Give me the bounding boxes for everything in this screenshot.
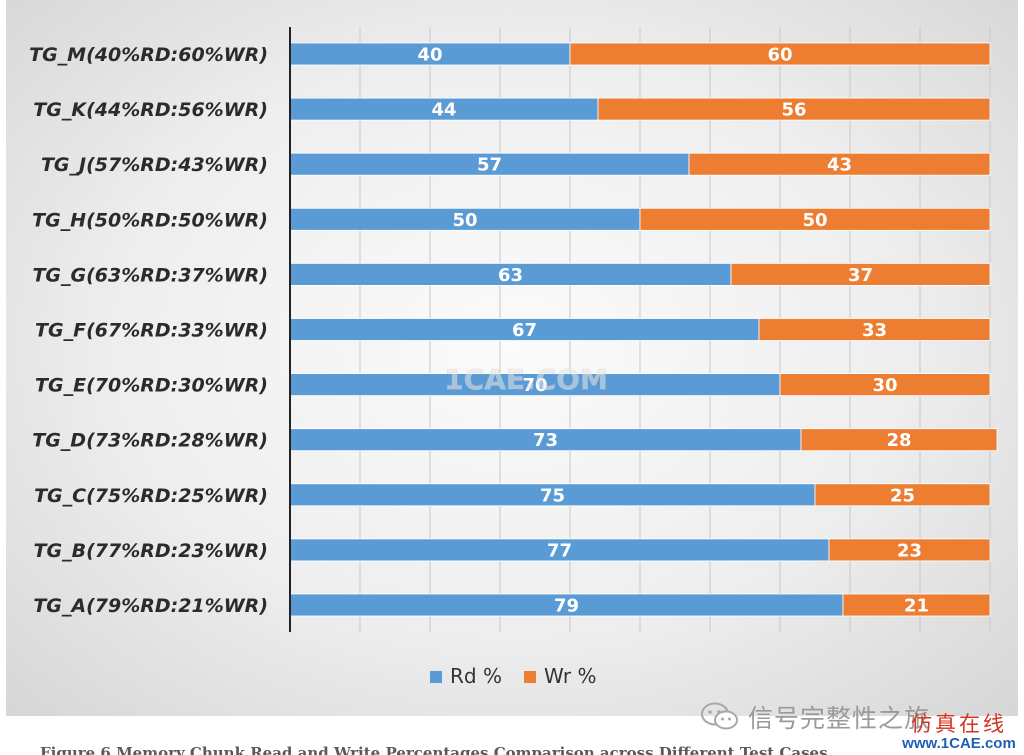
legend: Rd % Wr %: [430, 664, 596, 688]
watermark-center: 1CAE.COM: [444, 363, 608, 396]
bar-wr: [828, 538, 991, 562]
bar-wr: [639, 207, 991, 231]
data-label-rd: 50: [452, 210, 477, 231]
category-label: TG_H(50%RD:50%WR): [32, 209, 268, 231]
figure-caption-strip: Figure 6 Memory Chunk Read and Write Per…: [0, 740, 1024, 755]
bar-wr: [800, 428, 998, 452]
data-label-wr: 50: [802, 210, 827, 231]
wechat-watermark: 信号完整性之旅: [700, 697, 930, 737]
legend-swatch-rd: [430, 671, 442, 683]
category-label: TG_G(63%RD:37%WR): [32, 264, 268, 286]
data-label-wr: 43: [827, 155, 852, 176]
wechat-icon: [701, 702, 738, 730]
data-labels: 40 60 44 56 57 43 50 50 63 37 67 33 70 30 73 28 75 25 77 23…: [417, 45, 929, 617]
data-label-wr: 30: [872, 375, 897, 396]
chart-panel: 40 60 44 56 57 43 50 50 63 37 67 33 70 30 73 28 75 25 77 23…: [6, 0, 1018, 716]
data-label-rd: 67: [512, 320, 537, 341]
bars: [289, 42, 998, 617]
data-label-wr: 25: [890, 485, 915, 506]
bar-wr: [779, 373, 991, 397]
data-label-wr: 56: [781, 100, 806, 121]
bar-wr: [569, 42, 991, 66]
legend-swatch-wr: [524, 671, 536, 683]
brand-watermark: 仿真在线 www.1CAE.com: [898, 712, 1020, 754]
data-label-wr: 37: [848, 265, 873, 286]
category-label: TG_F(67%RD:33%WR): [35, 320, 268, 342]
data-label-wr: 60: [767, 45, 792, 66]
bar-wr: [842, 593, 991, 617]
category-label: TG_D(73%RD:28%WR): [32, 430, 268, 452]
category-label: TG_B(77%RD:23%WR): [34, 540, 268, 562]
category-label: TG_C(75%RD:25%WR): [34, 485, 268, 507]
category-labels: TG_M(40%RD:60%WR) TG_K(44%RD:56%WR) TG_J(5…: [29, 44, 268, 617]
data-label-rd: 75: [540, 485, 565, 506]
category-label: TG_J(57%RD:43%WR): [41, 154, 268, 176]
category-label: TG_E(70%RD:30%WR): [35, 375, 268, 397]
brand-watermark-cn: 仿真在线: [911, 712, 1007, 736]
stacked-bar-chart: 40 60 44 56 57 43 50 50 63 37 67 33 70 30 73 28 75 25 77 23…: [29, 27, 998, 688]
brand-watermark-url: www.1CAE.com: [902, 735, 1016, 752]
data-label-rd: 44: [431, 100, 456, 121]
data-label-rd: 79: [554, 596, 579, 617]
bar-wr: [814, 483, 991, 507]
category-label: TG_K(44%RD:56%WR): [33, 99, 268, 121]
category-label: TG_M(40%RD:60%WR): [29, 44, 268, 66]
legend-label-rd: Rd %: [450, 664, 502, 688]
data-label-rd: 73: [533, 430, 558, 451]
data-label-rd: 77: [547, 540, 572, 561]
data-label-wr: 23: [897, 540, 922, 561]
data-label-wr: 33: [862, 320, 887, 341]
bar-wr: [597, 97, 991, 121]
bar-wr: [688, 152, 991, 176]
data-label-wr: 28: [886, 430, 911, 451]
figure-caption: Figure 6 Memory Chunk Read and Write Per…: [40, 744, 828, 755]
legend-label-wr: Wr %: [544, 664, 596, 688]
data-label-rd: 63: [498, 265, 523, 286]
bar-wr: [730, 262, 991, 286]
bar-wr: [758, 318, 991, 341]
data-label-rd: 40: [417, 45, 442, 66]
wechat-watermark-text: 信号完整性之旅: [748, 704, 931, 733]
category-label: TG_A(79%RD:21%WR): [33, 595, 268, 617]
data-label-rd: 70: [522, 375, 547, 396]
data-label-wr: 21: [904, 596, 929, 617]
data-label-rd: 57: [477, 155, 502, 176]
